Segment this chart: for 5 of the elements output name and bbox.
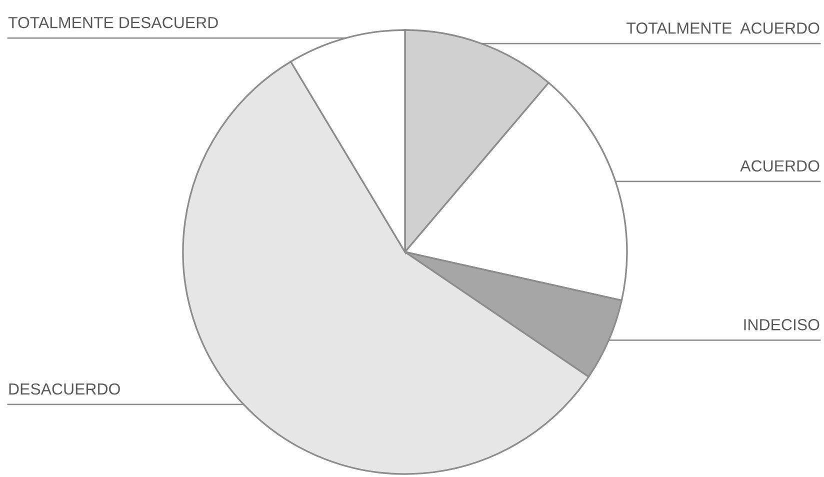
slice-label: TOTALMENTE ACUERDO [626, 22, 820, 34]
slice-label: DESACUERDO [9, 383, 120, 395]
slice-label: ACUERDO [740, 160, 820, 172]
slice-label: TOTALMENTE DESACUERD [8, 16, 218, 28]
slice-label: INDECISO [744, 319, 820, 330]
